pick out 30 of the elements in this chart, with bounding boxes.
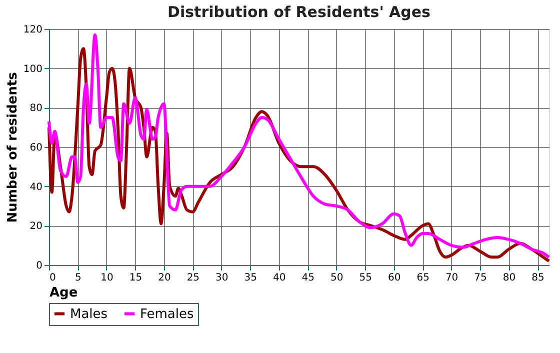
x-tick-label: 70: [445, 272, 458, 284]
x-tick-label: 75: [474, 272, 487, 284]
y-tick-label: 100: [23, 64, 42, 75]
x-tick-label: 50: [330, 272, 344, 284]
x-axis-title: Age: [50, 286, 78, 300]
x-tick-label: 0: [50, 272, 56, 284]
y-axis-title: Number of residents: [5, 72, 20, 223]
legend-label: Males: [70, 306, 108, 322]
y-tick-label: 40: [30, 182, 42, 193]
x-tick-label: 80: [502, 272, 516, 284]
x-tick-label: 20: [158, 272, 171, 284]
x-tick-label: 35: [244, 272, 258, 284]
y-tick-label: 0: [36, 260, 42, 272]
y-tick-label: 80: [30, 103, 42, 114]
y-tick-label: 120: [23, 24, 42, 36]
x-tick-label: 55: [359, 272, 372, 284]
x-tick-label: 10: [100, 272, 114, 284]
y-tick-label: 60: [30, 142, 42, 154]
x-tick-label: 5: [75, 272, 82, 284]
x-tick-label: 65: [416, 272, 430, 284]
x-tick-label: 45: [302, 272, 314, 284]
legend-label: Females: [140, 306, 194, 322]
x-tick-label: 25: [186, 272, 200, 284]
x-tick-label: 60: [388, 272, 401, 284]
y-tick-label: 20: [30, 221, 42, 232]
x-tick-label: 40: [273, 272, 286, 284]
x-tick-label: 15: [129, 272, 142, 284]
chart-title: Distribution of Residents' Ages: [168, 3, 431, 21]
x-tick-label: 85: [532, 272, 544, 284]
x-tick-label: 30: [216, 272, 228, 284]
